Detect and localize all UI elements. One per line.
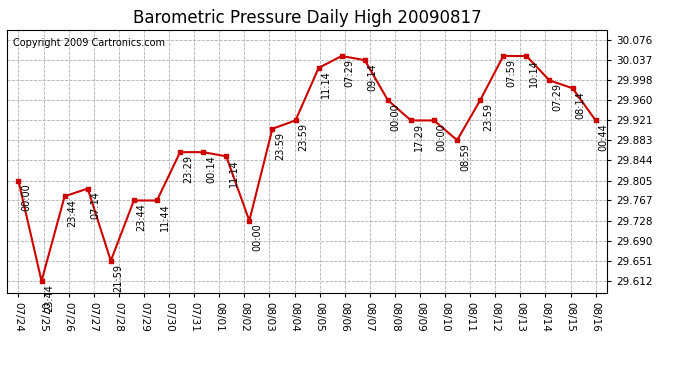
Point [336, 53, 347, 59]
Text: 23:59: 23:59 [275, 132, 285, 159]
Text: 23:59: 23:59 [298, 123, 308, 151]
Point [313, 65, 324, 71]
Text: 08:59: 08:59 [460, 143, 470, 171]
Point [406, 117, 417, 123]
Point [428, 117, 440, 123]
Text: 21:59: 21:59 [114, 264, 124, 292]
Point [521, 53, 532, 59]
Text: 00:00: 00:00 [252, 224, 262, 251]
Point [497, 53, 509, 59]
Text: 07:14: 07:14 [90, 191, 101, 219]
Text: 09:14: 09:14 [368, 63, 377, 91]
Point [197, 149, 208, 155]
Text: 00:44: 00:44 [598, 123, 609, 151]
Point [175, 149, 186, 155]
Point [475, 97, 486, 103]
Point [359, 57, 371, 63]
Point [36, 278, 47, 284]
Text: 07:29: 07:29 [344, 59, 355, 87]
Text: 23:44: 23:44 [137, 203, 147, 231]
Text: 11:44: 11:44 [160, 203, 170, 231]
Text: 10:14: 10:14 [529, 59, 539, 87]
Text: 23:29: 23:29 [183, 155, 193, 183]
Text: 23:44: 23:44 [68, 199, 77, 227]
Point [290, 117, 301, 123]
Text: 23:44: 23:44 [44, 284, 55, 312]
Point [128, 198, 139, 204]
Point [244, 218, 255, 224]
Text: Copyright 2009 Cartronics.com: Copyright 2009 Cartronics.com [13, 38, 165, 48]
Point [567, 85, 578, 91]
Text: 08:14: 08:14 [575, 91, 585, 119]
Point [452, 137, 463, 143]
Text: 07:29: 07:29 [552, 83, 562, 111]
Text: 23:59: 23:59 [483, 103, 493, 131]
Point [590, 117, 601, 123]
Text: 17:29: 17:29 [414, 123, 424, 151]
Text: 11:14: 11:14 [322, 71, 331, 99]
Point [106, 258, 117, 264]
Text: 00:00: 00:00 [21, 183, 31, 211]
Point [544, 77, 555, 83]
Text: 00:00: 00:00 [391, 103, 401, 131]
Text: 00:14: 00:14 [206, 155, 216, 183]
Point [59, 194, 70, 200]
Text: 11:14: 11:14 [229, 159, 239, 187]
Point [382, 97, 393, 103]
Text: 00:00: 00:00 [437, 123, 447, 151]
Point [13, 178, 24, 184]
Point [152, 198, 163, 204]
Point [267, 126, 278, 132]
Point [82, 186, 93, 192]
Text: 07:59: 07:59 [506, 59, 516, 87]
Title: Barometric Pressure Daily High 20090817: Barometric Pressure Daily High 20090817 [132, 9, 482, 27]
Point [221, 153, 232, 159]
